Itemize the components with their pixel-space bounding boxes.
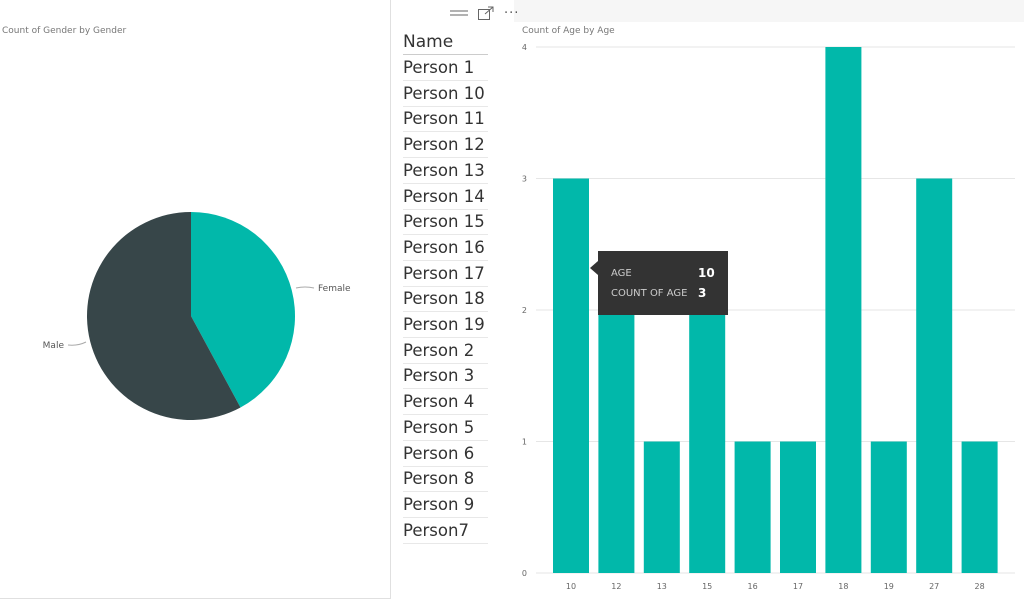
bar-age-19[interactable]	[870, 441, 907, 574]
x-tick-label: 15	[702, 582, 712, 591]
x-tick-label: 28	[975, 582, 985, 591]
table-row[interactable]: Person 15	[403, 209, 488, 236]
name-table: Name Person 1 Person 10 Person 11 Person 12…	[391, 0, 511, 598]
y-tick-label: 1	[522, 438, 527, 447]
visual-header-strip	[514, 0, 1024, 22]
table-row[interactable]: Person 18	[403, 286, 488, 313]
table-row[interactable]: Person 8	[403, 466, 488, 493]
tooltip-count-label: COUNT OF AGE	[611, 288, 688, 299]
bar-age-15[interactable]	[689, 310, 726, 573]
bar-age-18[interactable]	[825, 47, 862, 573]
visual-toolbar: ···	[450, 4, 519, 22]
focus-mode-icon[interactable]	[478, 6, 494, 20]
table-row[interactable]: Person 14	[403, 184, 488, 210]
table-row[interactable]: Person 6	[403, 441, 488, 467]
y-tick-label: 4	[522, 43, 527, 52]
bar-age-28[interactable]	[961, 441, 998, 574]
pie-leader-line	[67, 341, 87, 346]
table-row[interactable]: Person 19	[403, 312, 488, 338]
pie-chart-visual[interactable]: Count of Gender by Gender Female Male	[0, 0, 391, 599]
pie-slice-male	[87, 212, 241, 420]
y-tick-label: 0	[522, 569, 527, 578]
bar-age-13[interactable]	[643, 441, 680, 574]
tooltip-count-value: 3	[698, 286, 707, 300]
bar-age-16[interactable]	[734, 441, 771, 574]
tooltip-age-value: 10	[698, 266, 715, 280]
table-row[interactable]: Person7	[403, 518, 488, 544]
pie-slice-female	[191, 212, 295, 408]
pie-label-female: Female	[318, 284, 351, 294]
x-tick-label: 10	[566, 582, 576, 591]
more-options-icon[interactable]: ···	[504, 5, 520, 21]
table-row[interactable]: Person 5	[403, 415, 488, 441]
x-tick-label: 27	[929, 582, 939, 591]
bar-age-27[interactable]	[916, 178, 953, 574]
x-tick-label: 12	[611, 582, 621, 591]
x-tick-label: 17	[793, 582, 803, 591]
x-tick-label: 13	[657, 582, 667, 591]
x-tick-label: 16	[748, 582, 758, 591]
table-row[interactable]: Person 11	[403, 106, 488, 133]
tooltip-age-label: AGE	[611, 268, 632, 279]
table-row[interactable]: Person 10	[403, 81, 488, 107]
table-row[interactable]: Person 9	[403, 492, 488, 518]
bar-chart-title: Count of Age by Age	[522, 26, 615, 36]
x-tick-label: 19	[884, 582, 894, 591]
bar-age-17[interactable]	[780, 441, 816, 574]
bar-age-12[interactable]	[598, 310, 635, 573]
table-row[interactable]: Person 16	[403, 235, 488, 261]
table-row[interactable]: Person 3	[403, 363, 488, 390]
x-tick-label: 18	[838, 582, 848, 591]
table-row[interactable]: Person 2	[403, 338, 488, 364]
table-row[interactable]: Person 13	[403, 158, 488, 184]
table-row[interactable]: Person 1	[403, 55, 488, 81]
pie-leader-line	[295, 286, 315, 289]
pie-chart-title: Count of Gender by Gender	[2, 26, 127, 36]
pie-chart: Female Male	[43, 212, 351, 420]
table-header-name[interactable]: Name	[403, 31, 488, 55]
pie-label-male: Male	[43, 341, 65, 351]
y-tick-label: 2	[522, 306, 527, 315]
drag-handle-icon[interactable]	[450, 8, 468, 18]
y-tick-label: 3	[522, 175, 527, 184]
table-row[interactable]: Person 12	[403, 132, 488, 159]
bar-tooltip: AGE 10 COUNT OF AGE 3	[590, 251, 728, 315]
bar-age-10[interactable]	[553, 178, 589, 574]
table-row[interactable]: Person 17	[403, 261, 488, 287]
table-row[interactable]: Person 4	[403, 389, 488, 416]
